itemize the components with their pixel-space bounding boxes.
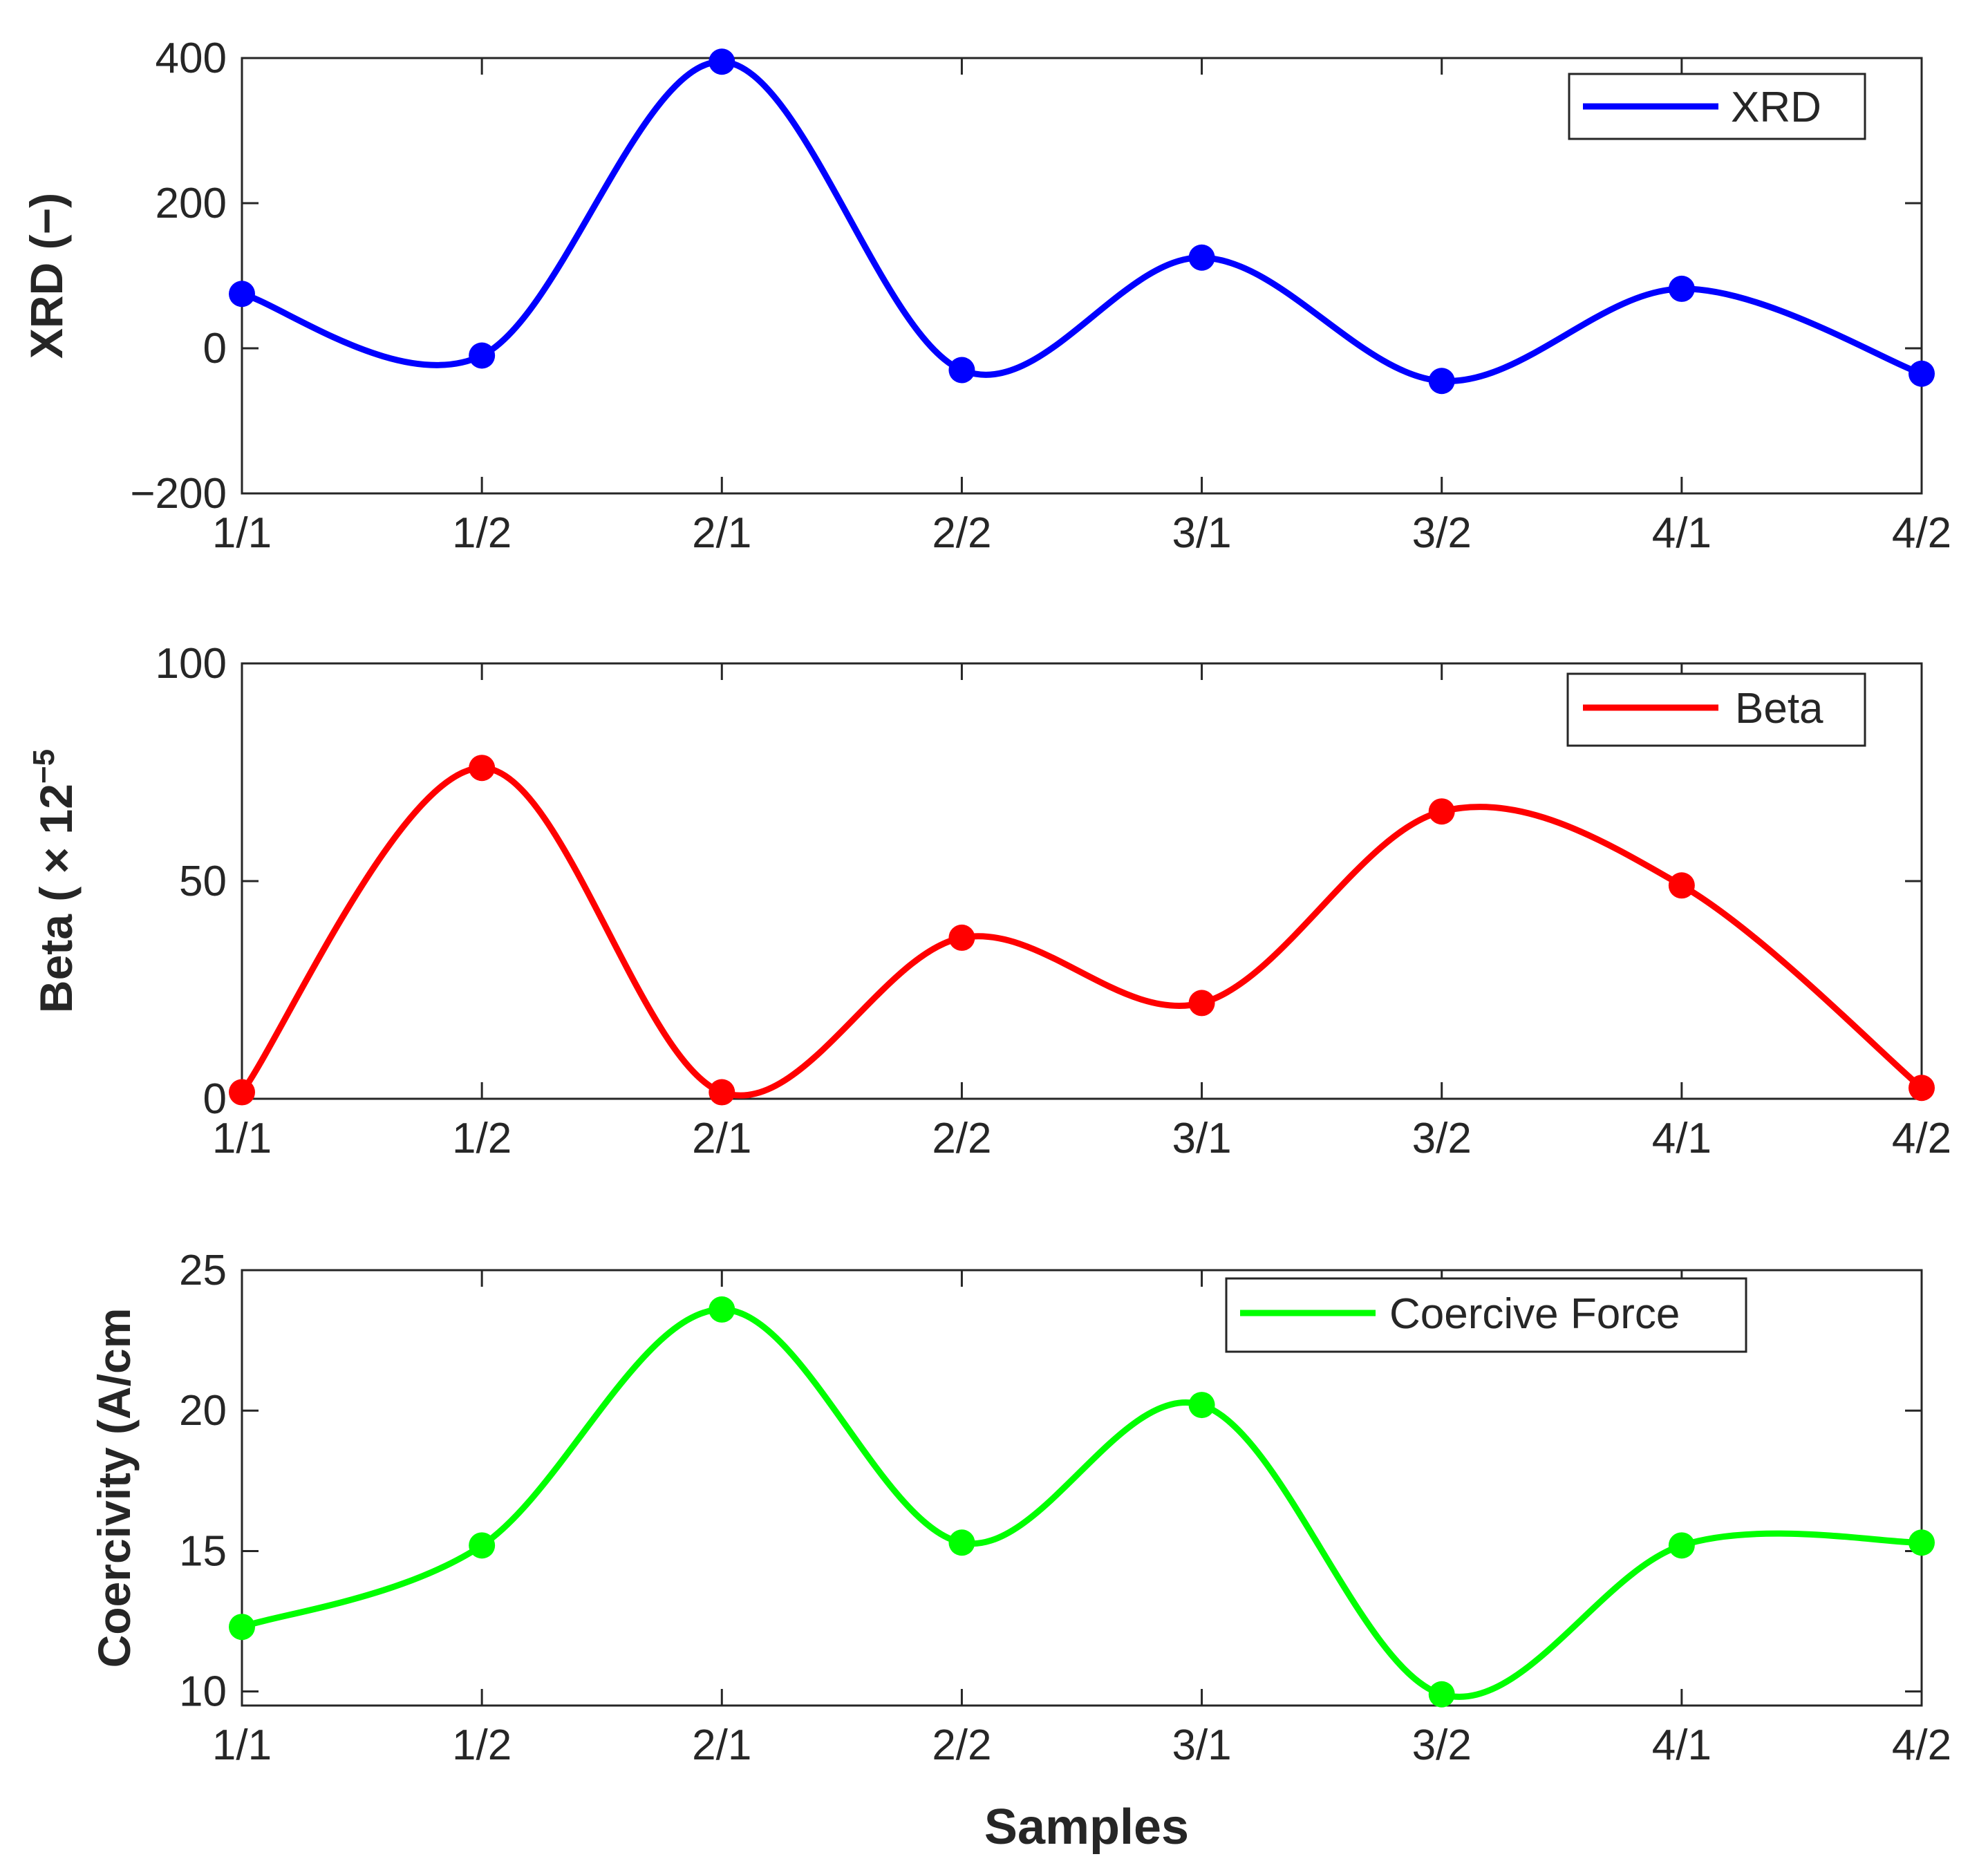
coercivity-x-tick-label: 1/2 bbox=[452, 1721, 512, 1769]
beta-y-axis-label: Beta ( × 12−5 bbox=[27, 749, 82, 1013]
coercivity-x-axis-label: Samples bbox=[984, 1800, 1189, 1855]
xrd-x-tick-label: 3/1 bbox=[1172, 509, 1231, 557]
coercivity-legend-label: Coercive Force bbox=[1389, 1290, 1680, 1338]
coercivity-y-tick-label: 25 bbox=[179, 1247, 227, 1294]
xrd-data-point bbox=[1428, 368, 1455, 395]
beta-data-point bbox=[1909, 1075, 1935, 1102]
coercivity-x-tick-label: 3/2 bbox=[1412, 1721, 1472, 1769]
xrd-x-tick-label: 4/2 bbox=[1892, 509, 1951, 557]
beta-data-point bbox=[1188, 990, 1215, 1017]
beta-legend-label: Beta bbox=[1735, 685, 1823, 733]
coercivity-data-point bbox=[1188, 1392, 1215, 1419]
xrd-data-point bbox=[469, 342, 496, 369]
xrd-data-point bbox=[1909, 360, 1935, 387]
coercivity-data-point bbox=[1668, 1532, 1695, 1559]
beta-x-ticks: 1/1 1/2 2/1 2/2 3/1 3/2 4/1 4/2 bbox=[212, 663, 1951, 1162]
coercivity-y-ticks: 10 15 20 25 bbox=[179, 1247, 1922, 1716]
xrd-x-tick-label: 2/1 bbox=[692, 509, 751, 557]
beta-x-tick-label: 4/2 bbox=[1892, 1115, 1951, 1162]
beta-y-axis-label-exponent: −5 bbox=[27, 749, 61, 784]
coercivity-x-tick-label: 3/1 bbox=[1172, 1721, 1231, 1769]
beta-y-tick-label: 100 bbox=[156, 640, 227, 688]
beta-x-tick-label: 2/1 bbox=[692, 1115, 751, 1162]
coercivity-x-ticks: 1/1 1/2 2/1 2/2 3/1 3/2 4/1 4/2 bbox=[212, 1270, 1951, 1769]
coercivity-data-point bbox=[229, 1614, 255, 1641]
beta-data-point bbox=[948, 924, 975, 951]
beta-x-tick-label: 1/1 bbox=[212, 1115, 272, 1162]
coercivity-x-tick-label: 1/1 bbox=[212, 1721, 272, 1769]
xrd-panel: −200 0 200 400 1/1 1/2 2/1 2/2 3/1 3/2 4/1 4/2 XRD… bbox=[21, 35, 1951, 557]
xrd-x-tick-label: 1/2 bbox=[452, 509, 512, 557]
xrd-data-point bbox=[1668, 275, 1695, 302]
coercivity-x-tick-label: 4/1 bbox=[1652, 1721, 1712, 1769]
xrd-y-tick-label: 400 bbox=[156, 35, 227, 82]
coercivity-x-tick-label: 2/2 bbox=[932, 1721, 991, 1769]
beta-x-tick-label: 4/1 bbox=[1652, 1115, 1712, 1162]
coercivity-y-axis-label: Coercivity (A/cm bbox=[88, 1308, 140, 1668]
beta-data-point bbox=[1668, 872, 1695, 899]
xrd-x-tick-label: 2/2 bbox=[932, 509, 991, 557]
beta-x-tick-label: 2/2 bbox=[932, 1115, 991, 1162]
xrd-x-ticks: 1/1 1/2 2/1 2/2 3/1 3/2 4/1 4/2 bbox=[212, 58, 1951, 557]
xrd-x-tick-label: 4/1 bbox=[1652, 509, 1712, 557]
beta-x-tick-label: 3/2 bbox=[1412, 1115, 1472, 1162]
beta-data-point bbox=[229, 1079, 255, 1106]
coercivity-y-tick-label: 10 bbox=[179, 1668, 227, 1716]
beta-panel: 0 50 100 1/1 1/2 2/1 2/2 3/1 3/2 4/1 4/2 Beta ( ×… bbox=[27, 640, 1951, 1162]
xrd-y-axis-label: XRD (−) bbox=[21, 193, 72, 359]
beta-legend: Beta bbox=[1566, 672, 1866, 747]
beta-y-tick-label: 0 bbox=[203, 1075, 227, 1123]
beta-markers bbox=[229, 755, 1935, 1106]
xrd-x-tick-label: 1/1 bbox=[212, 509, 272, 557]
coercivity-data-point bbox=[1428, 1681, 1455, 1708]
xrd-x-tick-label: 3/2 bbox=[1412, 509, 1472, 557]
beta-y-tick-label: 50 bbox=[179, 858, 227, 905]
coercivity-y-tick-label: 15 bbox=[179, 1527, 227, 1575]
xrd-markers bbox=[229, 48, 1935, 395]
xrd-data-point bbox=[229, 281, 255, 308]
coercivity-data-point bbox=[709, 1296, 735, 1323]
beta-data-point bbox=[1428, 798, 1455, 825]
beta-data-point bbox=[469, 755, 496, 782]
xrd-data-point bbox=[1188, 244, 1215, 271]
xrd-data-point bbox=[709, 48, 735, 75]
beta-y-ticks: 0 50 100 bbox=[156, 640, 1922, 1123]
coercivity-x-tick-label: 4/2 bbox=[1892, 1721, 1951, 1769]
coercivity-x-tick-label: 2/1 bbox=[692, 1721, 751, 1769]
xrd-y-tick-label: 0 bbox=[203, 325, 227, 372]
xrd-legend: XRD bbox=[1568, 73, 1866, 140]
xrd-y-ticks: −200 0 200 400 bbox=[130, 35, 1922, 518]
coercivity-panel: 10 15 20 25 1/1 1/2 2/1 2/2 3/1 3/2 4/1 4/2 Coerci… bbox=[88, 1247, 1951, 1855]
xrd-legend-label: XRD bbox=[1731, 84, 1821, 131]
coercivity-legend: Coercive Force bbox=[1225, 1277, 1747, 1353]
xrd-y-tick-label: −200 bbox=[130, 470, 227, 518]
xrd-y-tick-label: 200 bbox=[156, 180, 227, 227]
xrd-data-point bbox=[948, 357, 975, 384]
coercivity-y-tick-label: 20 bbox=[179, 1387, 227, 1435]
beta-y-axis-label-main: Beta ( × 12 bbox=[30, 784, 82, 1013]
beta-x-tick-label: 3/1 bbox=[1172, 1115, 1231, 1162]
coercivity-markers bbox=[229, 1296, 1935, 1708]
coercivity-data-point bbox=[948, 1529, 975, 1556]
coercivity-data-point bbox=[1909, 1529, 1935, 1556]
beta-x-tick-label: 1/2 bbox=[452, 1115, 512, 1162]
coercivity-data-point bbox=[469, 1532, 496, 1559]
coercivity-series-line bbox=[241, 1306, 1922, 1700]
beta-data-point bbox=[709, 1079, 735, 1106]
xrd-series-line bbox=[241, 58, 1923, 384]
